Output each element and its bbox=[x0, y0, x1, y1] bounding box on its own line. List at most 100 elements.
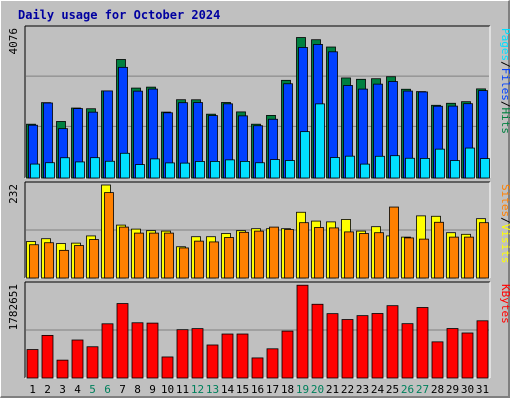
bar-kbytes bbox=[266, 348, 279, 379]
bar-pages bbox=[240, 161, 250, 179]
bar-kbytes bbox=[326, 313, 339, 379]
bar-pages bbox=[30, 163, 40, 179]
legend-separator: / bbox=[499, 217, 512, 224]
bar-kbytes bbox=[176, 329, 189, 379]
bar-sites bbox=[179, 247, 189, 279]
bar-sites bbox=[314, 227, 324, 279]
series-legend: KBytes bbox=[499, 284, 512, 324]
bar-sites bbox=[404, 237, 414, 279]
bar-sites bbox=[104, 192, 114, 279]
y-max-label: 1782651 bbox=[7, 284, 20, 330]
bar-sites bbox=[374, 232, 384, 279]
bar-kbytes bbox=[101, 323, 114, 379]
bar-pages bbox=[150, 158, 160, 179]
bar-kbytes bbox=[236, 333, 249, 379]
day-label: 7 bbox=[119, 383, 126, 396]
bar-pages bbox=[90, 157, 100, 179]
bar-sites bbox=[449, 236, 459, 279]
bar-kbytes bbox=[401, 323, 414, 379]
bar-kbytes bbox=[221, 333, 234, 379]
panel-hits: 4076 Pages/Files/Hits bbox=[7, 25, 512, 179]
bar-sites bbox=[209, 241, 219, 279]
bar-kbytes bbox=[206, 344, 219, 379]
day-label: 11 bbox=[176, 383, 189, 396]
day-label: 14 bbox=[221, 383, 235, 396]
bar-sites bbox=[149, 232, 159, 279]
bar-pages bbox=[180, 162, 190, 179]
day-label: 19 bbox=[296, 383, 309, 396]
bar-sites bbox=[269, 226, 279, 279]
bar-pages bbox=[60, 157, 70, 179]
bar-sites bbox=[359, 233, 369, 279]
bar-sites bbox=[299, 222, 309, 279]
bar-pages bbox=[330, 157, 340, 179]
bar-sites bbox=[89, 239, 99, 279]
day-label: 1 bbox=[29, 383, 36, 396]
day-label: 25 bbox=[386, 383, 399, 396]
bar-kbytes bbox=[386, 305, 399, 379]
day-label: 8 bbox=[134, 383, 141, 396]
day-label: 10 bbox=[161, 383, 174, 396]
day-label: 18 bbox=[281, 383, 294, 396]
bar-pages bbox=[375, 155, 385, 179]
bar-sites bbox=[389, 206, 399, 279]
bar-pages bbox=[195, 161, 205, 179]
bar-kbytes bbox=[416, 307, 429, 379]
bar-pages bbox=[300, 131, 310, 179]
legend-hits: Hits bbox=[499, 108, 512, 135]
day-label: 27 bbox=[416, 383, 429, 396]
bar-sites bbox=[479, 222, 489, 279]
series-legend: Sites/Visits bbox=[499, 184, 512, 264]
y-max-label: 4076 bbox=[7, 28, 20, 55]
panel-visits: 232 Sites/Visits bbox=[7, 181, 512, 279]
bar-kbytes bbox=[341, 319, 354, 379]
bar-pages bbox=[390, 155, 400, 179]
bar-pages bbox=[135, 164, 145, 179]
bar-pages bbox=[120, 152, 130, 179]
legend-pages: Pages bbox=[499, 28, 512, 61]
series-legend: Pages/Files/Hits bbox=[499, 28, 512, 134]
legend-kbytes: KBytes bbox=[499, 284, 512, 324]
day-label: 21 bbox=[326, 383, 339, 396]
bar-sites bbox=[254, 230, 264, 279]
day-label: 5 bbox=[89, 383, 96, 396]
day-label: 26 bbox=[401, 383, 414, 396]
day-label: 31 bbox=[476, 383, 489, 396]
bar-pages bbox=[255, 162, 265, 179]
bar-kbytes bbox=[446, 328, 459, 379]
bar-pages bbox=[45, 162, 55, 179]
day-label: 4 bbox=[74, 383, 81, 396]
bar-sites bbox=[239, 231, 249, 279]
bar-kbytes bbox=[86, 346, 99, 379]
day-label: 24 bbox=[371, 383, 385, 396]
day-label: 30 bbox=[461, 383, 474, 396]
legend-sites: Sites bbox=[499, 184, 512, 217]
bar-kbytes bbox=[356, 315, 369, 379]
day-label: 13 bbox=[206, 383, 219, 396]
bar-pages bbox=[165, 162, 175, 179]
bar-kbytes bbox=[461, 332, 474, 379]
chart-title: Daily usage for October 2024 bbox=[18, 8, 220, 22]
bar-pages bbox=[450, 160, 460, 179]
bar-pages bbox=[345, 155, 355, 179]
bar-sites bbox=[419, 238, 429, 279]
legend-separator: / bbox=[499, 101, 512, 108]
bar-sites bbox=[29, 244, 39, 279]
bar-pages bbox=[225, 159, 235, 179]
bar-pages bbox=[210, 161, 220, 179]
bar-sites bbox=[119, 226, 129, 279]
bar-sites bbox=[74, 245, 84, 279]
bar-pages bbox=[75, 161, 85, 179]
bar-kbytes bbox=[71, 339, 84, 379]
bar-kbytes bbox=[161, 356, 174, 379]
bar-sites bbox=[344, 231, 354, 279]
bar-sites bbox=[464, 236, 474, 279]
bar-kbytes bbox=[41, 334, 54, 379]
bar-pages bbox=[315, 103, 325, 179]
bar-kbytes bbox=[371, 313, 384, 379]
day-label: 3 bbox=[59, 383, 66, 396]
day-label: 28 bbox=[431, 383, 444, 396]
bar-kbytes bbox=[431, 341, 444, 379]
day-label: 9 bbox=[149, 383, 156, 396]
